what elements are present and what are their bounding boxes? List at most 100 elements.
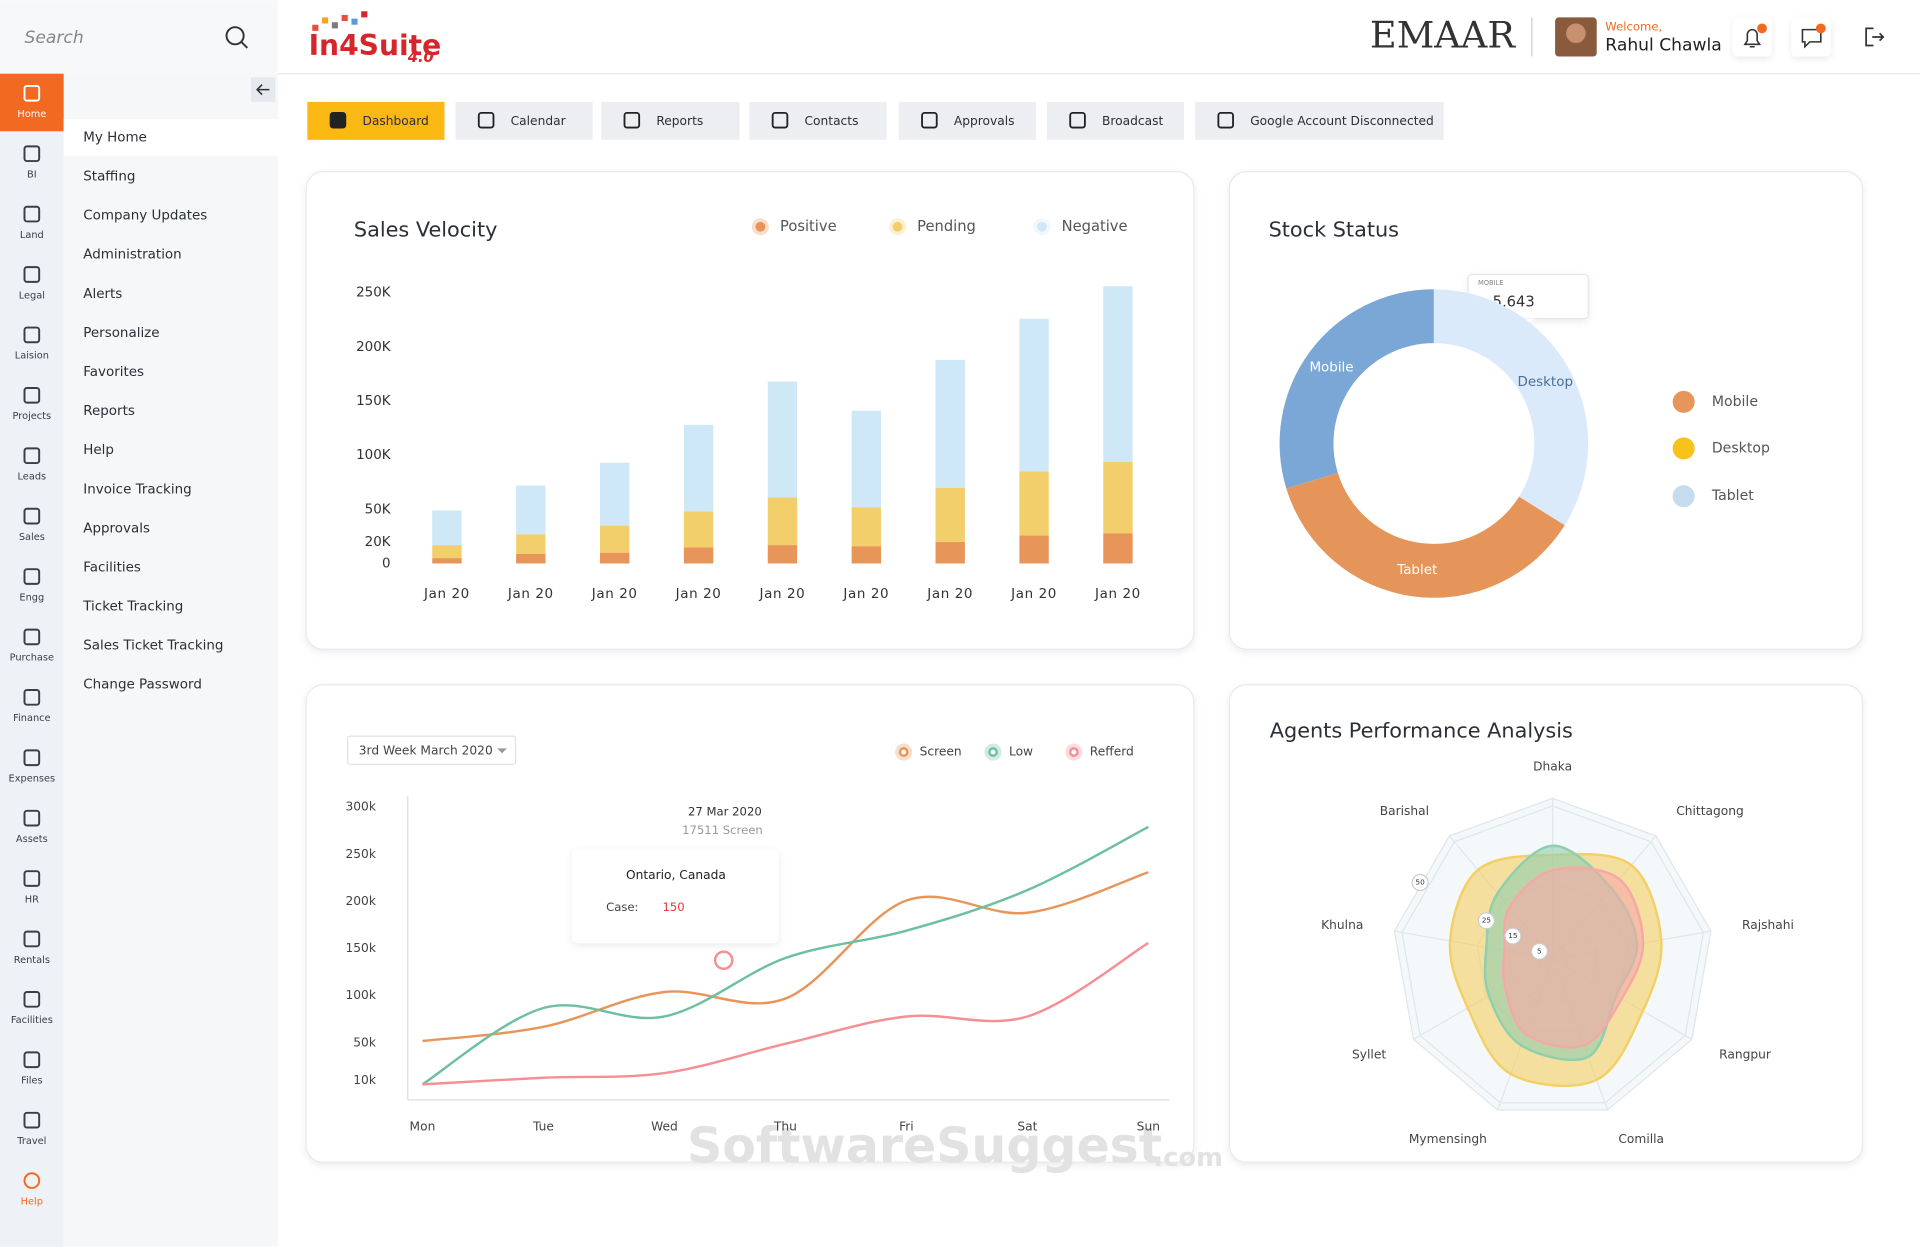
tick-badge bbox=[1504, 927, 1522, 945]
menu-item[interactable]: Staffing bbox=[83, 169, 135, 184]
line bbox=[422, 941, 1149, 1086]
logo-marks bbox=[312, 11, 368, 31]
menu-item[interactable]: Sales Ticket Tracking bbox=[83, 639, 223, 654]
legend-center bbox=[1071, 749, 1077, 755]
nav-label[interactable]: Files bbox=[21, 1076, 42, 1087]
messages-button[interactable] bbox=[1791, 17, 1831, 57]
nav-label[interactable]: Projects bbox=[13, 411, 52, 422]
nav-label[interactable]: Home bbox=[17, 109, 46, 120]
search-placeholder[interactable]: Search bbox=[24, 28, 83, 48]
user-name[interactable]: Rahul Chawla bbox=[1605, 36, 1721, 56]
bar-segment bbox=[767, 381, 798, 498]
hover-marker bbox=[713, 950, 734, 971]
nav-label[interactable]: Laision bbox=[15, 351, 49, 362]
tab-icon bbox=[623, 111, 641, 129]
nav-icon bbox=[23, 507, 41, 525]
y-tick-label: 250k bbox=[345, 847, 376, 861]
nav-label[interactable]: BI bbox=[27, 170, 37, 181]
nav-label[interactable]: Leads bbox=[18, 472, 47, 483]
menu-item[interactable]: Invoice Tracking bbox=[83, 482, 191, 497]
nav-label[interactable]: Help bbox=[21, 1196, 43, 1207]
search-icon[interactable] bbox=[225, 26, 249, 49]
nav-label[interactable]: Sales bbox=[19, 532, 45, 543]
y-tick-label: 150k bbox=[345, 941, 376, 955]
menu-item[interactable]: Alerts bbox=[83, 287, 122, 302]
menu-item[interactable]: Company Updates bbox=[83, 209, 207, 224]
menu-item[interactable]: Facilities bbox=[83, 560, 141, 575]
y-tick-label: 300k bbox=[345, 800, 376, 814]
bar-segment bbox=[516, 485, 546, 535]
menu-item[interactable]: Change Password bbox=[83, 678, 202, 693]
tab-icon bbox=[1217, 111, 1234, 129]
nav-icon bbox=[23, 145, 41, 163]
tab[interactable] bbox=[1195, 101, 1444, 140]
menu-item[interactable]: Personalize bbox=[83, 326, 159, 341]
nav-label[interactable]: Expenses bbox=[9, 774, 56, 785]
nav-label[interactable]: Rentals bbox=[14, 955, 50, 966]
menu-item[interactable]: Ticket Tracking bbox=[82, 600, 183, 615]
legend-label: Negative bbox=[1062, 218, 1128, 235]
logout-icon[interactable] bbox=[1865, 27, 1885, 47]
bar-segment bbox=[935, 487, 965, 542]
nav-label[interactable]: Purchase bbox=[10, 653, 54, 664]
nav-rail bbox=[0, 73, 64, 1247]
nav-label[interactable]: Facilities bbox=[11, 1015, 53, 1026]
menu-item[interactable]: Approvals bbox=[83, 521, 150, 536]
menu-item[interactable]: Favorites bbox=[83, 365, 144, 380]
chart-title: Stock Status bbox=[1269, 217, 1399, 241]
x-tick-label: Wed bbox=[651, 1119, 678, 1133]
nav-label[interactable]: Travel bbox=[16, 1136, 46, 1147]
menu-item[interactable]: Administration bbox=[83, 248, 181, 263]
menu-item[interactable]: My Home bbox=[83, 130, 147, 145]
nav-label[interactable]: HR bbox=[25, 894, 39, 905]
tooltip-value: 150 bbox=[662, 900, 684, 914]
bar-segment bbox=[1019, 471, 1049, 536]
legend-marker bbox=[1672, 437, 1695, 460]
axis-label: Chittagong bbox=[1676, 804, 1744, 818]
nav-icon bbox=[23, 1051, 41, 1069]
grid-ring bbox=[1401, 805, 1705, 1104]
tooltip bbox=[671, 796, 815, 864]
nav-label[interactable]: Land bbox=[20, 230, 44, 241]
bar-segment bbox=[683, 424, 714, 512]
y-tick-label: 200k bbox=[345, 894, 376, 908]
menu-item[interactable]: Reports bbox=[83, 404, 135, 419]
line bbox=[422, 871, 1149, 1043]
bar-segment bbox=[851, 507, 882, 547]
nav-label[interactable]: Finance bbox=[13, 713, 50, 724]
collapse-icon bbox=[256, 84, 270, 96]
nav-icon bbox=[23, 749, 41, 767]
avatar-face bbox=[1566, 23, 1586, 44]
tab-icon bbox=[771, 111, 789, 129]
legend-center bbox=[901, 749, 907, 755]
tab-label: Approvals bbox=[954, 114, 1015, 128]
bar-segment bbox=[767, 545, 798, 564]
menu-active bbox=[63, 119, 278, 156]
dropdown[interactable] bbox=[347, 735, 517, 765]
bar-segment bbox=[1103, 533, 1133, 564]
watermark: SoftwareSuggest bbox=[687, 1117, 1162, 1174]
x-tick-label: Jan 20 bbox=[759, 587, 806, 602]
tab-label: Reports bbox=[656, 114, 703, 128]
nav-label[interactable]: Legal bbox=[19, 290, 45, 301]
nav-label[interactable]: Engg bbox=[19, 592, 44, 603]
menu-item[interactable]: Help bbox=[83, 443, 114, 458]
nav-label[interactable]: Assets bbox=[16, 834, 48, 845]
x-tick-label: Jan 20 bbox=[1010, 587, 1057, 602]
x-tick-label: Jan 20 bbox=[423, 587, 470, 602]
search-bar[interactable] bbox=[0, 0, 278, 74]
x-tick-label: Jan 20 bbox=[591, 587, 638, 602]
legend-label: Desktop bbox=[1712, 440, 1770, 456]
bar-segment bbox=[1103, 286, 1133, 462]
x-tick-label: Tue bbox=[532, 1119, 554, 1133]
tooltip-text: 17511 Screen bbox=[682, 823, 763, 837]
x-tick-label: Thu bbox=[773, 1119, 797, 1133]
notification-button[interactable] bbox=[1732, 17, 1772, 57]
company-name: EMAAR bbox=[1370, 14, 1516, 57]
nav-icon bbox=[23, 568, 41, 585]
nav-icon bbox=[23, 870, 41, 887]
tab-icon bbox=[329, 111, 347, 129]
slice-label: Mobile bbox=[1309, 361, 1353, 376]
